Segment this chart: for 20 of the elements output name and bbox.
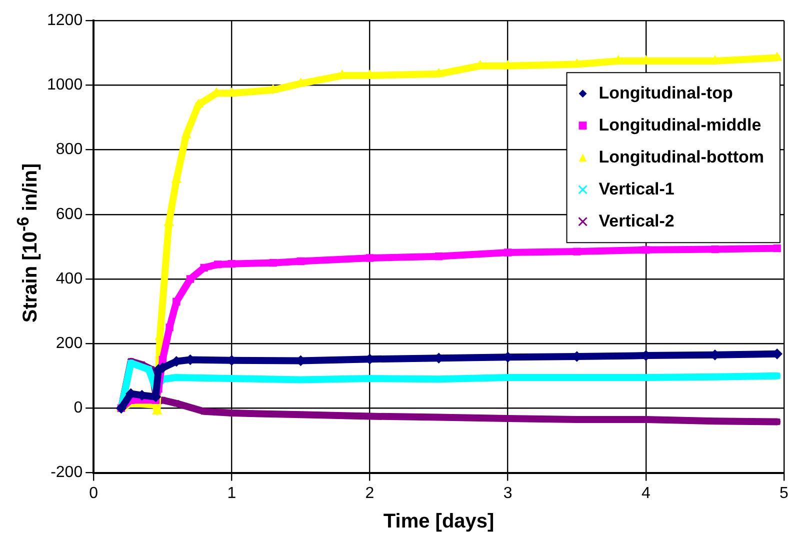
y-tick-label: 400 <box>56 270 83 288</box>
y-tick-label: 1000 <box>47 76 83 94</box>
legend-label: Vertical-2 <box>598 211 674 230</box>
y-tick-label: -200 <box>50 464 83 482</box>
y-tick-label: 800 <box>56 141 83 158</box>
legend-label: Longitudinal-bottom <box>598 147 764 166</box>
y-tick-label: 200 <box>56 335 83 352</box>
x-tick-label: 2 <box>365 484 374 502</box>
x-tick-label: 1 <box>227 484 236 502</box>
x-tick-label: 3 <box>503 484 512 502</box>
x-tick-label: 0 <box>89 484 98 502</box>
x-tick-label: 5 <box>780 484 789 502</box>
x-axis-title: Time [days] <box>383 510 494 533</box>
legend-label: Longitudinal-middle <box>598 115 762 134</box>
y-tick-label: 1200 <box>47 12 83 30</box>
legend-label: Vertical-1 <box>598 179 674 198</box>
y-tick-label: 0 <box>74 400 83 417</box>
y-tick-label: 600 <box>56 206 83 223</box>
x-tick-label: 4 <box>641 484 650 502</box>
legend-label: Longitudinal-top <box>598 83 733 102</box>
